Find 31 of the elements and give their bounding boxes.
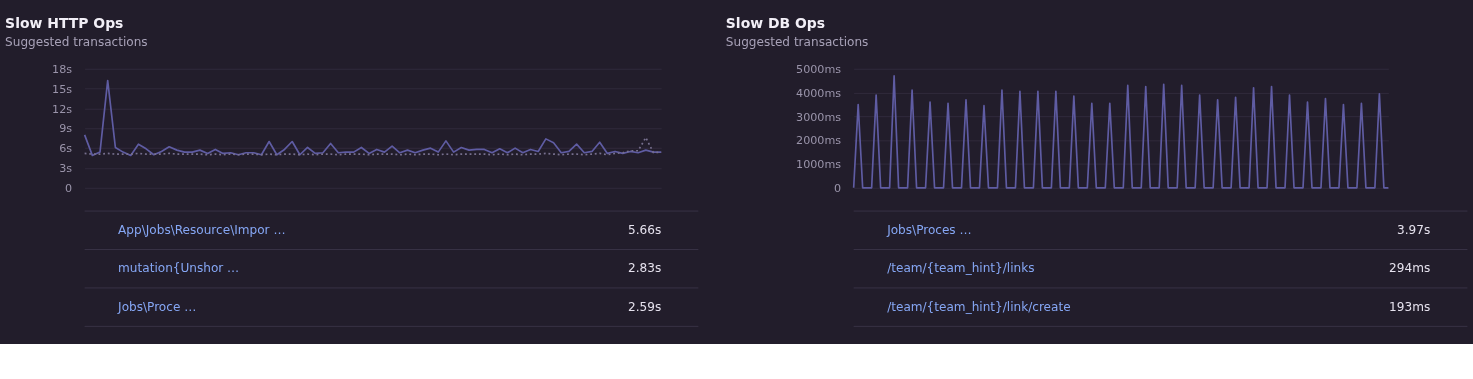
text: App\Jobs\Resource\Impor … xyxy=(118,222,286,237)
text: 193ms xyxy=(1389,299,1431,314)
text: 2.59s xyxy=(627,299,662,314)
chart-subtitle: Suggested transactions xyxy=(5,34,148,49)
y-tick-label: 0 xyxy=(64,181,73,195)
text: 294ms xyxy=(1389,261,1431,276)
text: 5.66s xyxy=(627,222,662,237)
y-tick-label: 6s xyxy=(59,142,73,156)
text: 3.97s xyxy=(1397,222,1431,237)
y-tick-label: 3s xyxy=(59,162,73,176)
chart-subtitle: Suggested transactions xyxy=(725,34,869,49)
y-tick-label: 4000ms xyxy=(796,86,842,100)
text: /team/{team_hint}/link/create xyxy=(887,299,1071,314)
text: 2.83s xyxy=(627,261,662,276)
y-tick-label: 3000ms xyxy=(796,110,842,124)
text: /team/{team_hint}/links xyxy=(887,261,1035,276)
y-tick-label: 18s xyxy=(52,62,73,76)
text: mutation{Unshor … xyxy=(118,261,240,276)
y-tick-label: 12s xyxy=(52,102,73,116)
chart-title: Slow HTTP Ops xyxy=(5,14,124,31)
chart-title: Slow DB Ops xyxy=(725,14,826,31)
y-tick-label: 1000ms xyxy=(796,158,842,172)
text: Jobs\Proce … xyxy=(117,299,197,314)
y-tick-label: 0 xyxy=(834,181,842,195)
line-series xyxy=(852,75,1390,189)
y-tick-label: 5000ms xyxy=(796,62,842,76)
text: Jobs\Proces … xyxy=(886,222,972,237)
line-series xyxy=(83,79,663,157)
y-tick-label: 15s xyxy=(52,82,73,96)
y-tick-label: 2000ms xyxy=(796,134,842,148)
y-tick-label: 9s xyxy=(59,122,73,136)
